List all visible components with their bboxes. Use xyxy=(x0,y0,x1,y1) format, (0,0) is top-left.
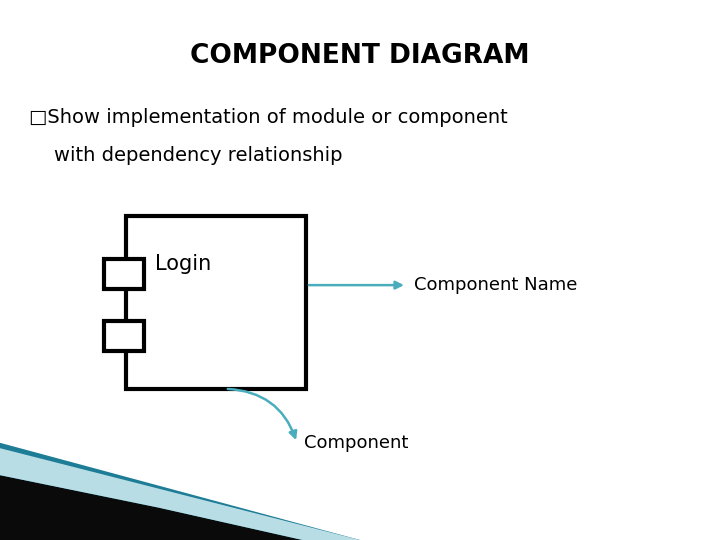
Text: Login: Login xyxy=(155,254,211,274)
Polygon shape xyxy=(0,475,302,540)
Polygon shape xyxy=(0,443,360,540)
Bar xyxy=(104,259,144,288)
Polygon shape xyxy=(0,448,360,540)
Text: Component Name: Component Name xyxy=(414,276,577,294)
Bar xyxy=(126,216,306,389)
Text: COMPONENT DIAGRAM: COMPONENT DIAGRAM xyxy=(190,43,530,69)
Text: Component: Component xyxy=(304,434,408,452)
Text: □Show implementation of module or component: □Show implementation of module or compon… xyxy=(29,108,508,127)
Text: with dependency relationship: with dependency relationship xyxy=(29,146,342,165)
Bar xyxy=(104,321,144,351)
